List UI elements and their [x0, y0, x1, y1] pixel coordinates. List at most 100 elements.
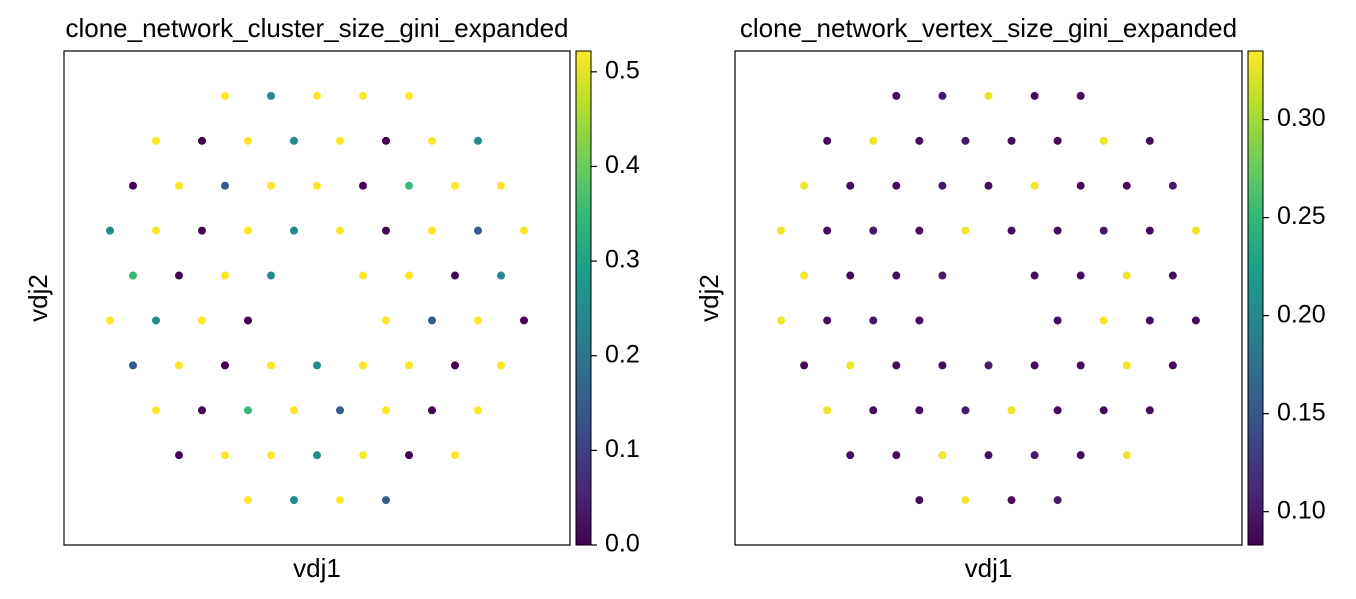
- point: [938, 271, 947, 280]
- point: [129, 181, 137, 190]
- point: [520, 316, 528, 325]
- point: [474, 316, 482, 325]
- point: [267, 91, 275, 100]
- point: [244, 136, 252, 145]
- point: [1191, 316, 1200, 325]
- point: [175, 181, 183, 190]
- point: [1076, 451, 1085, 460]
- colorbar-tick-label: 0.5: [605, 56, 640, 84]
- point: [869, 226, 878, 235]
- point: [428, 136, 436, 145]
- plot-area: [734, 50, 1243, 546]
- point: [359, 451, 367, 460]
- point: [175, 451, 183, 460]
- point: [1168, 361, 1177, 370]
- point: [198, 136, 206, 145]
- point: [1053, 136, 1062, 145]
- point: [175, 361, 183, 370]
- colorbar-tick-label: 0.25: [1277, 202, 1326, 230]
- point: [451, 181, 459, 190]
- point: [846, 271, 855, 280]
- chart-title: clone_network_cluster_size_gini_expanded: [65, 13, 568, 43]
- point: [290, 136, 298, 145]
- point: [1122, 451, 1131, 460]
- point: [221, 91, 229, 100]
- colorbar: [1247, 50, 1264, 546]
- point: [915, 406, 924, 415]
- point: [336, 496, 344, 505]
- point: [846, 361, 855, 370]
- point: [1168, 181, 1177, 190]
- y-axis-label: vdj2: [694, 274, 724, 322]
- point: [244, 496, 252, 505]
- point: [961, 136, 970, 145]
- y-axis-label: vdj2: [23, 274, 53, 322]
- colorbar-tick-label: 0.30: [1277, 104, 1326, 132]
- chart-title: clone_network_vertex_size_gini_expanded: [740, 13, 1237, 43]
- point: [915, 136, 924, 145]
- point: [1099, 406, 1108, 415]
- point: [129, 361, 137, 370]
- point: [221, 451, 229, 460]
- point: [428, 316, 436, 325]
- point: [405, 271, 413, 280]
- point: [892, 91, 901, 100]
- point: [175, 271, 183, 280]
- point: [869, 136, 878, 145]
- point: [497, 271, 505, 280]
- point: [152, 406, 160, 415]
- point: [313, 361, 321, 370]
- point: [892, 451, 901, 460]
- point: [221, 271, 229, 280]
- point: [382, 316, 390, 325]
- point: [938, 451, 947, 460]
- point: [1030, 361, 1039, 370]
- point: [800, 181, 809, 190]
- point: [313, 91, 321, 100]
- point: [198, 406, 206, 415]
- point: [474, 226, 482, 235]
- point: [451, 361, 459, 370]
- colorbar-tick-label: 0.3: [605, 246, 640, 274]
- colorbar-tick-label: 0.10: [1277, 496, 1326, 524]
- point: [267, 181, 275, 190]
- point: [1145, 136, 1154, 145]
- point: [244, 406, 252, 415]
- point: [961, 496, 970, 505]
- point: [290, 496, 298, 505]
- point: [106, 316, 114, 325]
- x-axis-label: vdj1: [293, 553, 341, 583]
- point: [915, 226, 924, 235]
- point: [1145, 226, 1154, 235]
- point: [777, 316, 786, 325]
- point: [846, 181, 855, 190]
- point: [1099, 226, 1108, 235]
- point: [474, 406, 482, 415]
- point: [129, 271, 137, 280]
- point: [938, 91, 947, 100]
- point: [313, 451, 321, 460]
- point: [152, 226, 160, 235]
- point: [382, 406, 390, 415]
- point: [221, 181, 229, 190]
- point: [1053, 316, 1062, 325]
- plot-area: [63, 50, 571, 546]
- point: [520, 226, 528, 235]
- point: [1030, 451, 1039, 460]
- point: [984, 451, 993, 460]
- point: [359, 361, 367, 370]
- point: [359, 271, 367, 280]
- point: [1099, 136, 1108, 145]
- point: [1030, 271, 1039, 280]
- point: [938, 361, 947, 370]
- point: [1053, 226, 1062, 235]
- point: [405, 361, 413, 370]
- point: [1007, 136, 1016, 145]
- point: [336, 406, 344, 415]
- point: [382, 226, 390, 235]
- point: [1076, 361, 1085, 370]
- point: [451, 451, 459, 460]
- point: [846, 451, 855, 460]
- point: [823, 406, 832, 415]
